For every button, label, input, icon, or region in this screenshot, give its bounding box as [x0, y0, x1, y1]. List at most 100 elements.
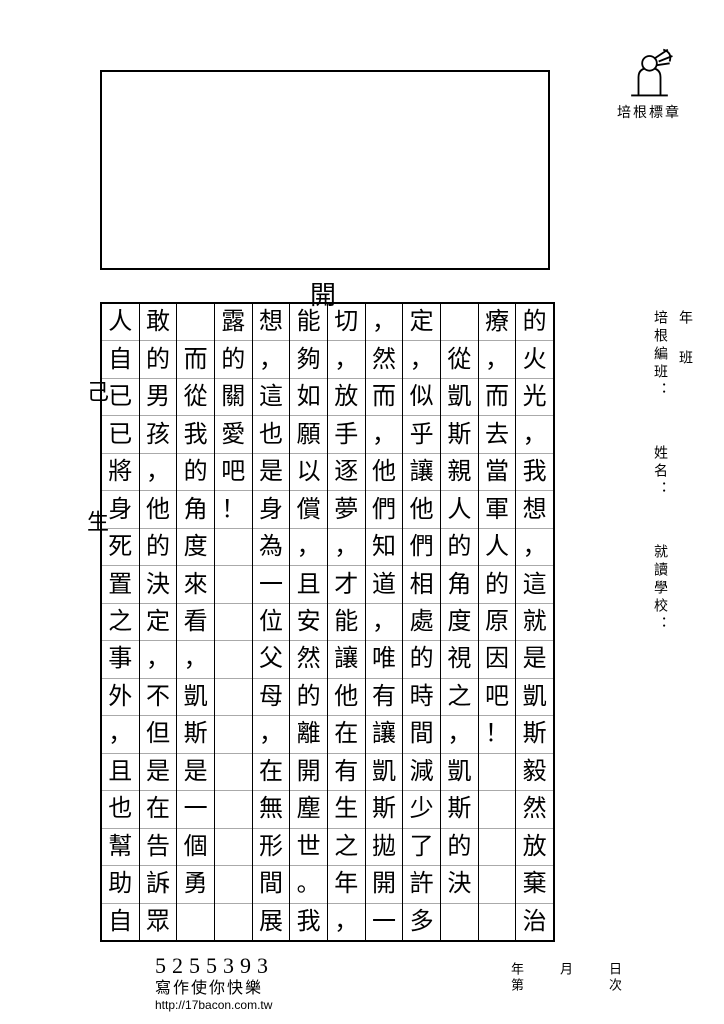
grid-cell: 看 [177, 604, 214, 641]
grid-column: ，然而，他們知道，唯有讓凱斯拋開一 [366, 304, 404, 940]
grid-cell: 毅 [516, 754, 553, 791]
grid-cell: 安 [290, 604, 327, 641]
grid-cell: 開 [366, 866, 403, 903]
grid-cell: 敢 [140, 304, 177, 341]
grid-cell: 塵 [290, 791, 327, 828]
grid-cell: ， [328, 341, 365, 378]
meta-column: 培根編班： 姓名： 就讀學校： [649, 310, 669, 634]
grid-cell: 們 [366, 491, 403, 528]
grid-cell: ， [253, 341, 290, 378]
grid-cell: 幫 [102, 829, 139, 866]
grid-cell: ， [516, 529, 553, 566]
grid-cell: 才 [328, 566, 365, 603]
grid-cell [177, 904, 214, 940]
grid-cell: 一 [253, 566, 290, 603]
grid-cell: 償 [290, 491, 327, 528]
grid-cell [215, 641, 252, 678]
grid-cell: 多 [403, 904, 440, 940]
grid-cell: 愛 [215, 416, 252, 453]
grid-cell: 在 [328, 716, 365, 753]
margin-annotation: 己 [80, 380, 112, 402]
grid-cell: 棄 [516, 866, 553, 903]
date-month: 月 [556, 962, 575, 994]
grid-cell: 夢 [328, 491, 365, 528]
grid-cell: 之 [441, 679, 478, 716]
grid-cell: 放 [516, 829, 553, 866]
grid-cell: 關 [215, 379, 252, 416]
margin-annotation: 生 [80, 510, 112, 532]
grid-cell: 生 [328, 791, 365, 828]
grid-cell: 這 [516, 566, 553, 603]
grid-cell: 了 [403, 829, 440, 866]
grid-cell: ， [140, 454, 177, 491]
grid-column: 想，這也是身為一位父母，在無形間展 [253, 304, 291, 940]
grid-cell: 凱 [441, 754, 478, 791]
grid-cell: 是 [253, 454, 290, 491]
grid-cell: ， [403, 341, 440, 378]
grid-cell: 一 [366, 904, 403, 940]
grid-cell: 的 [441, 529, 478, 566]
grid-cell [215, 716, 252, 753]
grid-cell: 眾 [140, 904, 177, 940]
grid-cell: 處 [403, 604, 440, 641]
grid-column: 的火光，我想，這就是凱斯毅然放棄治 [516, 304, 553, 940]
grid-cell: 一 [177, 791, 214, 828]
grid-cell: 他 [328, 679, 365, 716]
grid-cell: 他 [403, 491, 440, 528]
grid-cell: 世 [290, 829, 327, 866]
grid-column: 能夠如願以償，且安然的離開塵世。我 [290, 304, 328, 940]
footer-date: 年第 月 日次 [507, 962, 624, 994]
grid-cell [441, 304, 478, 341]
grid-cell: 凱 [177, 679, 214, 716]
meta-yearclass: 年 班 [674, 310, 694, 370]
grid-cell: 的 [441, 829, 478, 866]
grid-cell: 讓 [328, 641, 365, 678]
grid-cell: 定 [140, 604, 177, 641]
grid-cell: 凱 [441, 379, 478, 416]
grid-cell: 讓 [403, 454, 440, 491]
grid-cell: 展 [253, 904, 290, 940]
grid-cell: 之 [328, 829, 365, 866]
grid-cell: 為 [253, 529, 290, 566]
grid-cell: 人 [441, 491, 478, 528]
grid-cell: 的 [516, 304, 553, 341]
grid-column: 敢的男孩，他的決定，不但是在告訴眾 [140, 304, 178, 940]
logo-block: 培根標章 [614, 45, 684, 122]
grid-cell: ， [102, 716, 139, 753]
grid-cell: 乎 [403, 416, 440, 453]
grid-cell: 離 [290, 716, 327, 753]
grid-cell: 視 [441, 641, 478, 678]
grid-cell: 讓 [366, 716, 403, 753]
grid-cell: 不 [140, 679, 177, 716]
grid-cell: 位 [253, 604, 290, 641]
grid-cell: 能 [328, 604, 365, 641]
grid-cell: 年 [328, 866, 365, 903]
grid-cell: 想 [253, 304, 290, 341]
grid-cell: 度 [177, 529, 214, 566]
grid-cell: 但 [140, 716, 177, 753]
grid-cell: 已 [102, 416, 139, 453]
date-day: 日次 [605, 962, 624, 994]
grid-cell: 死 [102, 529, 139, 566]
grid-cell: 然 [290, 641, 327, 678]
grid-cell: 斯 [366, 791, 403, 828]
grid-cell: 也 [253, 416, 290, 453]
grid-cell: ， [366, 416, 403, 453]
grid-cell: 因 [479, 641, 516, 678]
grid-cell [479, 904, 516, 940]
grid-cell [215, 791, 252, 828]
grid-cell: 凱 [366, 754, 403, 791]
grid-cell: 然 [516, 791, 553, 828]
grid-cell: ， [516, 416, 553, 453]
grid-cell: ， [290, 529, 327, 566]
grid-cell: 少 [403, 791, 440, 828]
grid-cell: 也 [102, 791, 139, 828]
grid-cell: 逐 [328, 454, 365, 491]
grid-cell [479, 829, 516, 866]
grid-cell: ， [479, 341, 516, 378]
footer-slogan: 寫作使你快樂 [155, 974, 263, 998]
grid-cell: 唯 [366, 641, 403, 678]
grid-cell [215, 904, 252, 940]
grid-cell: 的 [140, 529, 177, 566]
footer-url: http://17bacon.com.tw [155, 998, 272, 1012]
